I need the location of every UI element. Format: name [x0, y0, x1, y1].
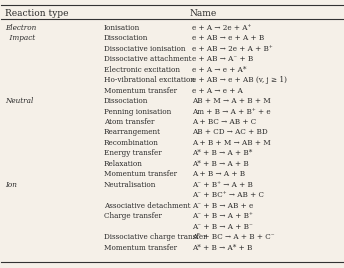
Text: Momentum transfer: Momentum transfer: [104, 87, 177, 95]
Text: A⁻ + BC⁺ → AB + C: A⁻ + BC⁺ → AB + C: [193, 191, 265, 199]
Text: A⁻ + B → A + B⁺: A⁻ + B → A + B⁺: [193, 212, 253, 220]
Text: AB + M → A + B + M: AB + M → A + B + M: [193, 97, 271, 105]
Text: A⁻ + B⁺ → A + B: A⁻ + B⁺ → A + B: [193, 181, 253, 189]
Text: e + AB → A⁻ + B: e + AB → A⁻ + B: [193, 55, 254, 63]
Text: A⁻ + B → A + B⁻: A⁻ + B → A + B⁻: [193, 223, 253, 230]
Text: Ionisation: Ionisation: [104, 24, 140, 32]
Text: Electron: Electron: [5, 24, 36, 32]
Text: e + AB → e + A + B: e + AB → e + A + B: [193, 34, 265, 42]
Text: AB + CD → AC + BD: AB + CD → AC + BD: [193, 128, 268, 136]
Text: Reaction type: Reaction type: [5, 9, 68, 18]
Text: Associative detachment: Associative detachment: [104, 202, 190, 210]
Text: Penning ionisation: Penning ionisation: [104, 107, 171, 116]
Text: Dissociation: Dissociation: [104, 34, 148, 42]
Text: A* + B → A + B: A* + B → A + B: [193, 160, 249, 168]
Text: e + AB → e + AB (v, j ≥ 1): e + AB → e + AB (v, j ≥ 1): [193, 76, 288, 84]
Text: Am + B → A + B⁺ + e: Am + B → A + B⁺ + e: [193, 107, 271, 116]
Text: Momentum transfer: Momentum transfer: [104, 244, 177, 251]
Text: Relaxation: Relaxation: [104, 160, 143, 168]
Text: Energy transfer: Energy transfer: [104, 149, 161, 157]
Text: Dissociative ionisation: Dissociative ionisation: [104, 45, 185, 53]
Text: Dissociative attachment: Dissociative attachment: [104, 55, 191, 63]
Text: Rearrangement: Rearrangement: [104, 128, 161, 136]
Text: Momentum transfer: Momentum transfer: [104, 170, 177, 178]
Text: e + AB → 2e + A + B⁺: e + AB → 2e + A + B⁺: [193, 45, 273, 53]
Text: Atom transfer: Atom transfer: [104, 118, 154, 126]
Text: Electronic excitation: Electronic excitation: [104, 66, 180, 74]
Text: Impact: Impact: [5, 34, 35, 42]
Text: Neutral: Neutral: [5, 97, 33, 105]
Text: A* + B → A + B*: A* + B → A + B*: [193, 149, 253, 157]
Text: Dissociation: Dissociation: [104, 97, 148, 105]
Text: A + B → A + B: A + B → A + B: [193, 170, 246, 178]
Text: A* + B → A* + B: A* + B → A* + B: [193, 244, 253, 251]
Text: Dissociative charge transfer: Dissociative charge transfer: [104, 233, 206, 241]
Text: e + A → e + A: e + A → e + A: [193, 87, 243, 95]
Text: e + A → 2e + A⁺: e + A → 2e + A⁺: [193, 24, 252, 32]
Text: Neutralisation: Neutralisation: [104, 181, 156, 189]
Text: A⁻ + BC → A + B + C⁻: A⁻ + BC → A + B + C⁻: [193, 233, 275, 241]
Text: Name: Name: [189, 9, 216, 18]
Text: A + B + M → AB + M: A + B + M → AB + M: [193, 139, 271, 147]
Text: e + A → e + A*: e + A → e + A*: [193, 66, 247, 74]
Text: A + BC → AB + C: A + BC → AB + C: [193, 118, 257, 126]
Text: A⁻ + B → AB + e: A⁻ + B → AB + e: [193, 202, 254, 210]
Text: Charge transfer: Charge transfer: [104, 212, 162, 220]
Text: Ho-vibrational excitation: Ho-vibrational excitation: [104, 76, 195, 84]
Text: Recombination: Recombination: [104, 139, 159, 147]
Text: Ion: Ion: [5, 181, 17, 189]
